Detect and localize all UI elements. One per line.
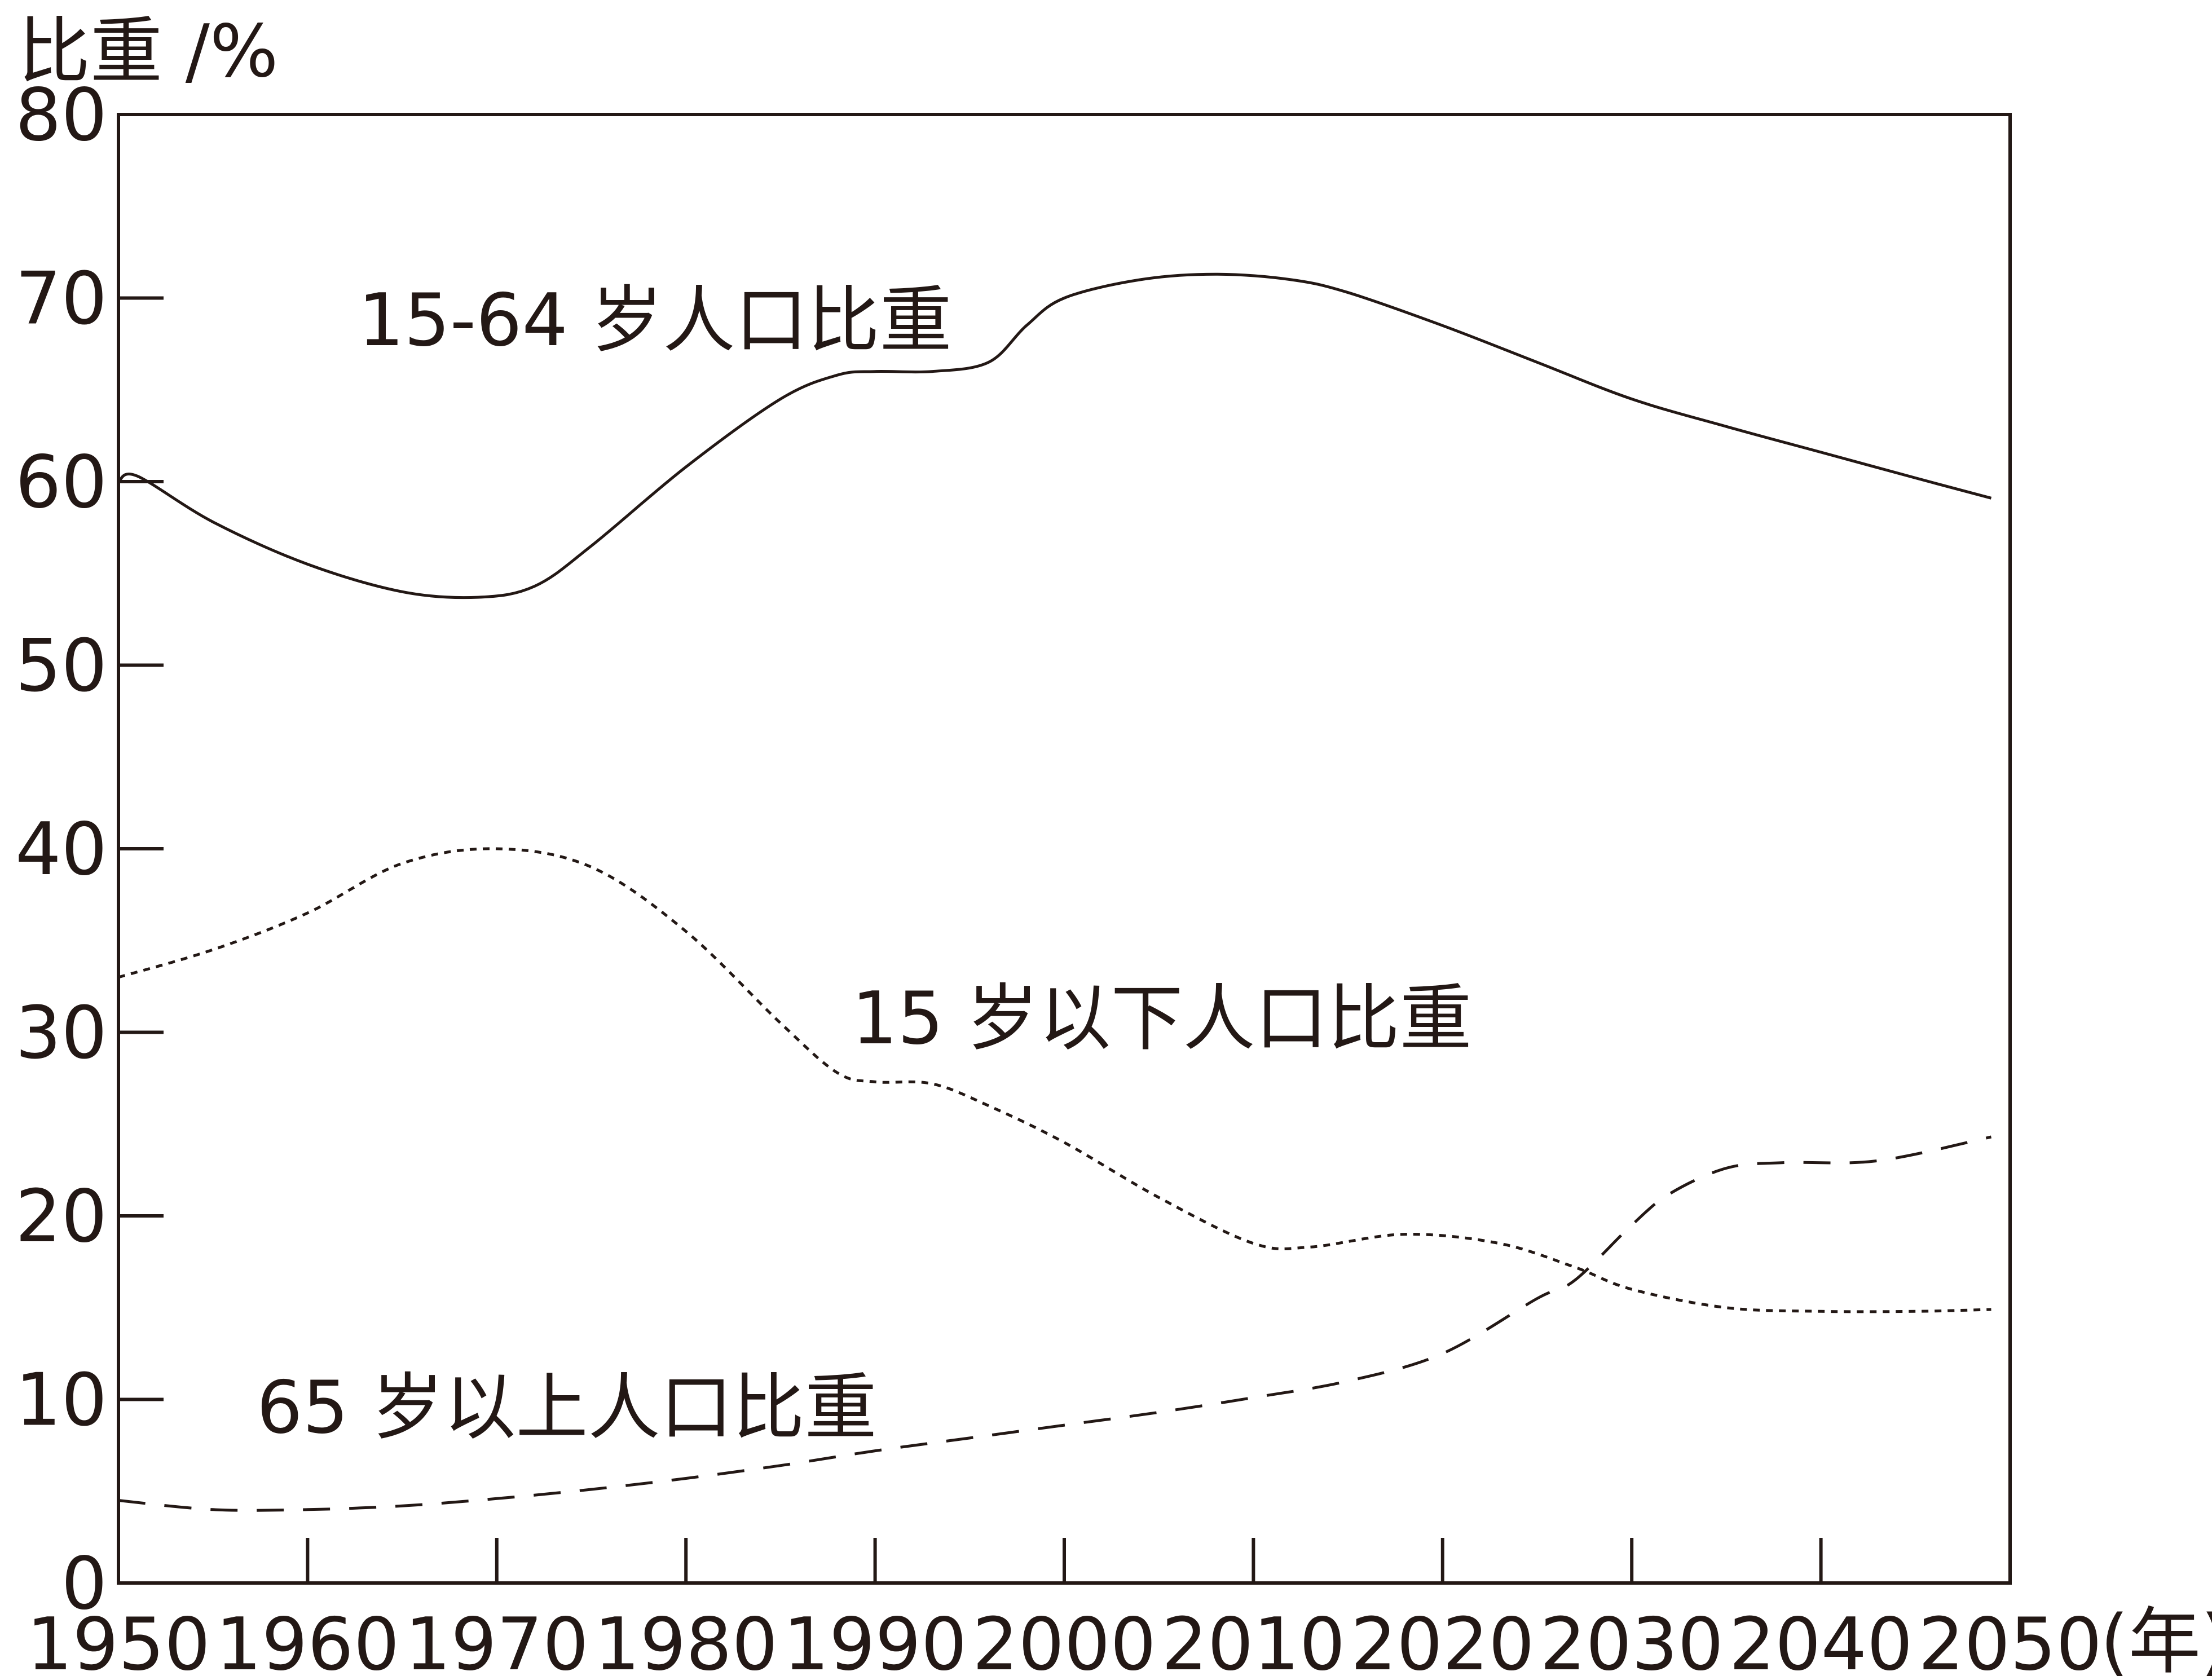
x-axis-unit: (年) [2100, 1600, 2212, 1680]
series-label-working-age: 15-64 岁人口比重 [358, 279, 952, 363]
series-label-children: 15 岁以下人口比重 [852, 977, 1472, 1061]
x-tick-label: 2010 [1162, 1603, 1346, 1680]
y-tick-label: 40 [15, 808, 107, 892]
y-tick-label: 10 [15, 1359, 107, 1443]
y-tick-label: 60 [15, 440, 107, 524]
x-tick-label: 2000 [972, 1603, 1156, 1680]
y-tick-label: 30 [15, 991, 107, 1075]
x-tick-label: 1960 [216, 1603, 400, 1680]
series-label-elderly: 65 岁以上人口比重 [257, 1366, 877, 1450]
x-tick-label: 1990 [783, 1603, 967, 1680]
x-tick-label: 2030 [1540, 1603, 1724, 1680]
y-axis-title: 比重 /% [18, 10, 278, 94]
y-tick-label: 20 [15, 1175, 107, 1259]
y-tick-label: 0 [61, 1542, 107, 1626]
x-tick-label: 1950 [27, 1603, 210, 1680]
x-tick-label: 1970 [405, 1603, 589, 1680]
series-lines [117, 272, 1992, 1512]
y-tick-label: 50 [15, 624, 107, 708]
y-tick-label: 80 [15, 73, 107, 157]
x-tick-label: 2040 [1729, 1603, 1913, 1680]
x-tick-label: 2050 [1918, 1603, 2102, 1680]
series-line-children [118, 847, 1991, 1313]
axis-ticks [118, 296, 1823, 1583]
series-line-working-age [117, 272, 1992, 599]
x-tick-label: 2020 [1351, 1603, 1535, 1680]
y-tick-label: 70 [15, 257, 107, 341]
series-line-elderly [118, 1135, 1992, 1512]
x-tick-label: 1980 [594, 1603, 778, 1680]
